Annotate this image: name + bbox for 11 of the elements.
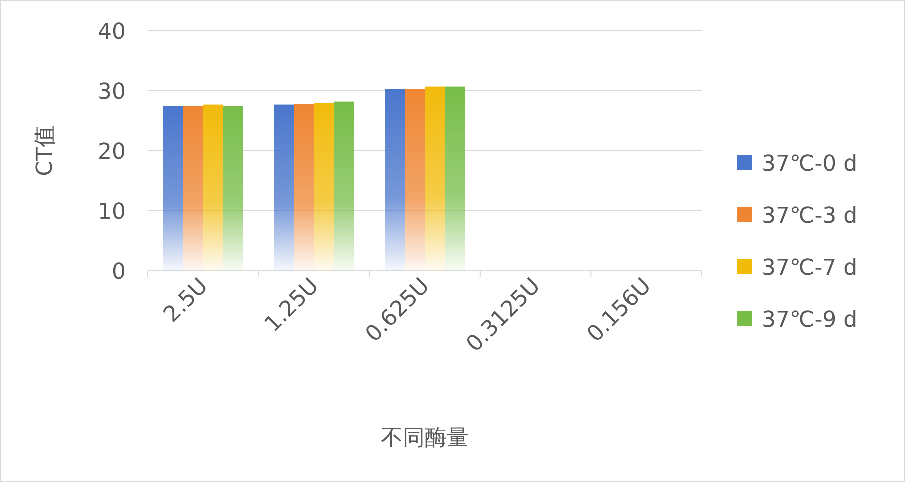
legend-label: 37℃-3 d bbox=[762, 204, 858, 229]
legend-label: 37℃-9 d bbox=[762, 308, 858, 333]
y-tick-label: 0 bbox=[112, 260, 126, 285]
y-tick-label: 40 bbox=[98, 20, 126, 45]
y-tick-label: 30 bbox=[98, 80, 126, 105]
y-tick-label: 10 bbox=[98, 200, 126, 225]
x-axis-title: 不同酶量 bbox=[381, 426, 469, 451]
legend-label: 37℃-0 d bbox=[762, 152, 858, 177]
legend-label: 37℃-7 d bbox=[762, 256, 858, 281]
y-tick-label: 20 bbox=[98, 140, 126, 165]
y-axis-title: CT值 bbox=[33, 126, 58, 176]
